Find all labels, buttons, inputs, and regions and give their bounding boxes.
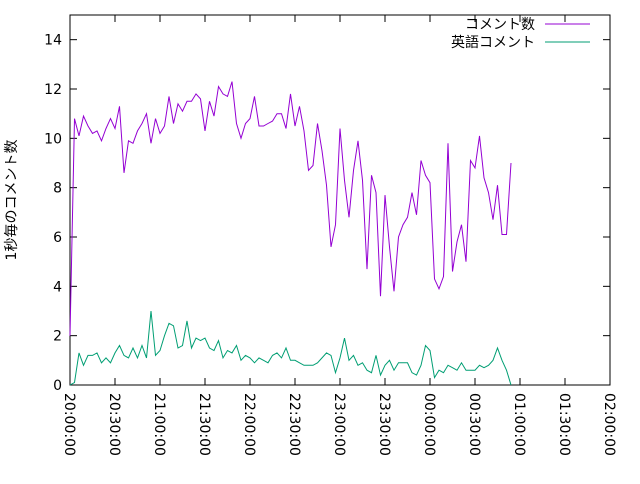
y-tick-label: 14 (44, 33, 62, 49)
plot-frame (69, 14, 611, 386)
x-tick-label: 20:30:00 (106, 393, 122, 456)
y-tick-label: 0 (53, 378, 62, 394)
series-line-2 (69, 310, 512, 386)
y-tick-label: 8 (53, 181, 62, 197)
x-tick-label: 23:00:00 (331, 393, 347, 456)
y-tick-label: 2 (53, 329, 62, 345)
x-tick-label: 02:00:00 (601, 393, 617, 456)
legend-label-2: 英語コメント (451, 34, 535, 51)
x-tick-label: 22:30:00 (286, 393, 302, 456)
y-axis-label: 1秒毎のコメント数 (4, 140, 20, 261)
x-tick-label: 00:00:00 (421, 393, 437, 456)
y-tick-label: 12 (44, 82, 62, 98)
x-tick-label: 21:00:00 (151, 393, 167, 456)
x-tick-label: 01:00:00 (511, 393, 527, 456)
y-tick-label: 4 (53, 279, 62, 295)
y-tick-label: 10 (44, 131, 62, 147)
x-tick-label: 21:30:00 (196, 393, 212, 456)
x-tick-label: 22:00:00 (241, 393, 257, 456)
x-tick-label: 23:30:00 (376, 393, 392, 456)
x-tick-label: 00:30:00 (466, 393, 482, 456)
legend-label-1: コメント数 (465, 17, 535, 33)
series-line-1 (69, 81, 512, 336)
x-tick-label: 01:30:00 (556, 393, 572, 456)
y-tick-label: 6 (53, 230, 62, 246)
x-tick-label: 20:00:00 (61, 393, 77, 456)
